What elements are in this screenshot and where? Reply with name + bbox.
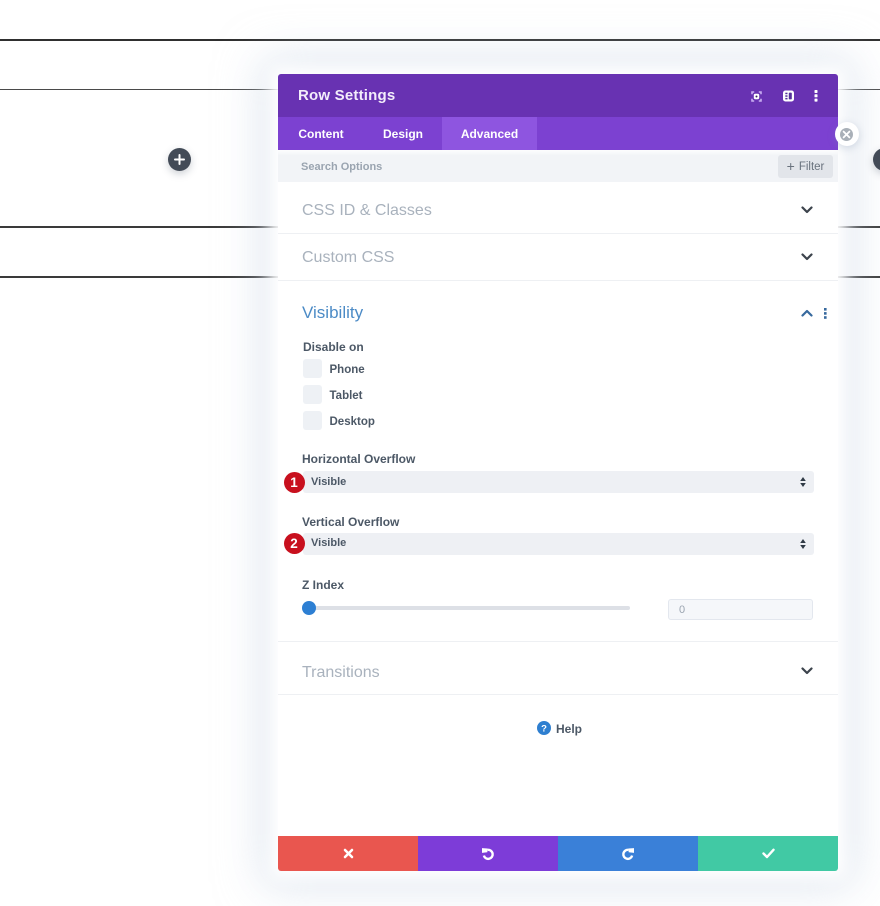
svg-text:?: ? [541, 723, 547, 734]
